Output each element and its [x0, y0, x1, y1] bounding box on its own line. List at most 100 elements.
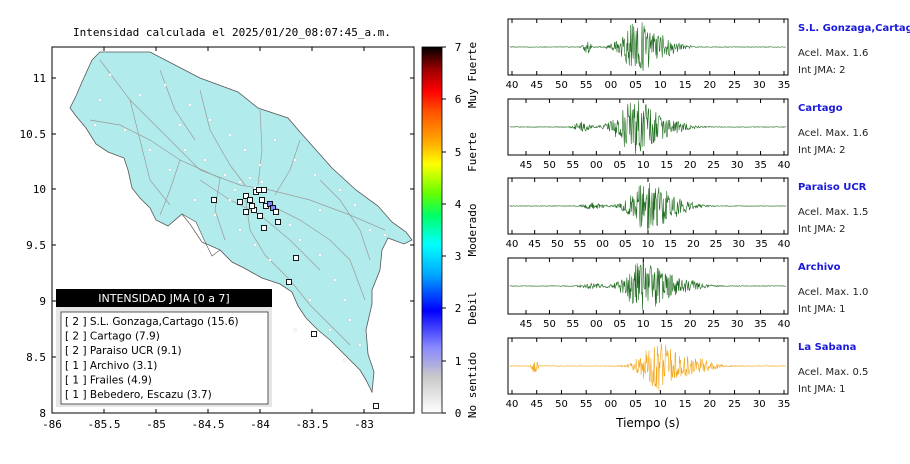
town-dot [308, 298, 312, 302]
map-x-tick-label: -84 [250, 418, 270, 431]
colorbar-tick-label: 1 [455, 355, 462, 368]
town-dot [178, 123, 182, 127]
colorbar-tick-label: 6 [455, 93, 462, 106]
station-marker [257, 213, 263, 219]
town-dot [258, 163, 262, 167]
legend-row: [ 1 ] Bebedero, Escazu (3.7) [65, 389, 212, 401]
town-dot [163, 83, 167, 87]
station-marker [286, 279, 292, 285]
waveform-tick-label: 10 [637, 160, 650, 171]
waveform-trace [509, 22, 787, 72]
map-x-axis: -86 -85.5 -85 -84.5 -84 -83.5 -83 [42, 47, 374, 431]
town-dot [268, 258, 272, 262]
waveform-trace [509, 183, 787, 232]
waveform-tick-label: 30 [731, 319, 744, 330]
legend-row: [ 2 ] Paraiso UCR (9.1) [65, 345, 182, 357]
colorbar-tick-label: 2 [455, 302, 462, 315]
waveform-tick-label: 55 [567, 160, 580, 171]
map-y-tick-label: 8 [39, 407, 46, 420]
town-dot [368, 228, 372, 232]
waveform-panel: 45 50 55 00 05 10 15 20 25 30 35 40 Archivo Acel. Max… [507, 257, 868, 330]
waveform-tick-label: 15 [664, 239, 677, 250]
nicoya-gulf [181, 213, 221, 257]
map-y-tick-label: 9 [39, 295, 46, 308]
town-dot [260, 180, 264, 184]
map-x-tick-label: -83 [354, 418, 374, 431]
colorbar-category-label: Fuerte [466, 132, 479, 172]
time-axis-label: Tiempo (s) [615, 416, 680, 430]
waveform-tick-label: 35 [754, 319, 767, 330]
waveform-tick-label: 35 [754, 160, 767, 171]
town-dot [318, 253, 322, 257]
waveform-tick-label: 45 [520, 160, 533, 171]
roads [89, 59, 386, 346]
town-dot [203, 158, 207, 162]
waveform-tick-label: 00 [605, 399, 618, 410]
town-dot [288, 223, 292, 227]
town-dot [343, 298, 347, 302]
waveform-tick-label: 30 [753, 399, 766, 410]
waveform-tick-label: 20 [703, 80, 716, 91]
station-marker [237, 199, 243, 205]
colorbar-tick-label: 0 [455, 407, 462, 420]
station-marker [243, 209, 249, 215]
map-y-tick-label: 9.5 [26, 239, 46, 252]
town-dot [383, 233, 387, 237]
colorbar-tick-label: 5 [455, 146, 462, 159]
waveform-tick-label: 40 [506, 399, 519, 410]
station-name: La Sabana [798, 342, 856, 353]
waveform-tick-label: 00 [590, 160, 603, 171]
town-dot [293, 158, 297, 162]
colorbar-tick-label: 7 [455, 41, 462, 54]
waveform-tick-label: 25 [728, 399, 741, 410]
station-name: Paraiso UCR [798, 182, 867, 193]
station-marker [275, 219, 281, 225]
waveform-tick-label: 30 [731, 160, 744, 171]
station-max-accel: Acel. Max. 0.5 [798, 367, 868, 378]
waveform-tick-label: 00 [605, 80, 618, 91]
station-marker [267, 201, 273, 207]
town-dot [298, 238, 302, 242]
waveform-tick-label: 15 [679, 80, 692, 91]
waveform-tick-label: 05 [613, 319, 626, 330]
waveform-tick-label: 40 [778, 239, 791, 250]
station-marker [261, 225, 267, 231]
town-dot [108, 73, 112, 77]
waveform-tick-label: 50 [543, 319, 556, 330]
waveform-tick-label: 50 [551, 239, 564, 250]
town-dot [223, 173, 227, 177]
town-dot [138, 93, 142, 97]
map-y-tick-label: 8.5 [26, 351, 46, 364]
town-dot [233, 188, 237, 192]
waveform-tick-label: 05 [629, 80, 642, 91]
waveform-trace [509, 100, 787, 154]
town-dot [168, 168, 172, 172]
station-marker [311, 331, 317, 337]
town-dot [193, 198, 197, 202]
waveform-tick-label: 30 [753, 80, 766, 91]
town-dot [348, 318, 352, 322]
legend-row: [ 2 ] S.L. Gonzaga,Cartago (15.6) [65, 316, 239, 328]
waveform-tick-label: 45 [530, 399, 543, 410]
colorbar-category-label: Muy Fuerte [466, 42, 479, 108]
station-jma-intensity: Int JMA: 2 [798, 224, 846, 235]
map-y-tick-label: 11 [33, 72, 46, 85]
waveform-tick-label: 05 [619, 239, 632, 250]
waveform-tick-label: 20 [687, 239, 700, 250]
station-markers [211, 187, 379, 409]
station-jma-intensity: Int JMA: 2 [798, 145, 846, 156]
station-name: Archivo [798, 262, 841, 273]
waveform-tick-label: 20 [684, 319, 697, 330]
waveform-tick-label: 00 [590, 319, 603, 330]
legend-title: INTENSIDAD JMA [0 a 7] [98, 292, 229, 305]
station-name: Cartago [798, 103, 843, 114]
colorbar-tick-label: 3 [455, 250, 462, 263]
map-y-tick-label: 10.5 [20, 128, 47, 141]
town-dot [273, 138, 277, 142]
town-dot [293, 328, 297, 332]
town-dot [148, 148, 152, 152]
town-markers [93, 73, 387, 362]
station-max-accel: Acel. Max. 1.0 [798, 287, 868, 298]
station-marker [270, 205, 276, 211]
